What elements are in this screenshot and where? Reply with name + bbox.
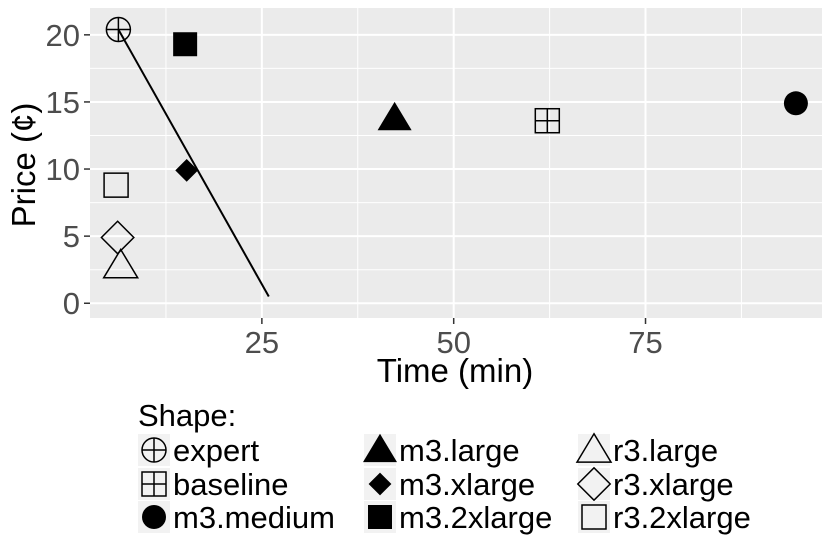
x-tick-label-25: 25: [245, 325, 279, 360]
legend-key-r3-large: [575, 432, 613, 463]
legend-key-m3-medium: [142, 505, 166, 529]
y-tick-label-15: 15: [46, 85, 80, 120]
data-points: [100, 16, 808, 279]
legend-key-r3-xlarge: [576, 466, 612, 502]
legend-key-bg: [578, 501, 610, 533]
y-tick-label-10: 10: [46, 152, 80, 187]
legend-key-r3-2xlarge: [581, 504, 607, 530]
legend-item-r3-large: r3.large: [575, 432, 718, 468]
legend-item-m3-xlarge: m3.xlarge: [364, 467, 535, 502]
legend-label: expert: [173, 433, 260, 468]
legend-label: r3.large: [613, 433, 718, 468]
legend-key-baseline: [141, 471, 167, 497]
legend-label: m3.medium: [173, 500, 335, 535]
y-tick-label-0: 0: [63, 286, 80, 321]
legend-key-m3-large: [362, 433, 398, 463]
legend-item-m3-2xlarge: m3.2xlarge: [364, 500, 552, 535]
legend-item-r3-xlarge: r3.xlarge: [576, 466, 734, 502]
x-axis-ticks: 25 50 75: [245, 318, 663, 360]
legend-key-m3-2xlarge: [368, 505, 392, 529]
trend-line: [117, 28, 270, 298]
legend-title: Shape:: [138, 398, 236, 433]
legend-item-expert: expert: [138, 433, 260, 468]
legend-key-expert: [141, 437, 167, 463]
legend-label: m3.large: [399, 433, 520, 468]
legend-key-bg: [578, 468, 610, 500]
y-tick-label-5: 5: [63, 219, 80, 254]
legend-item-m3-medium: m3.medium: [138, 500, 335, 535]
legend-item-baseline: baseline: [138, 467, 288, 502]
grid-major: [90, 8, 822, 318]
x-axis-title: Time (min): [377, 352, 533, 389]
y-axis-ticks: 0 5 10 15 20: [46, 18, 90, 321]
legend-key-m3-xlarge: [368, 472, 392, 496]
x-tick-label-50: 50: [436, 325, 470, 360]
point-r3-xlarge: [100, 220, 135, 255]
x-tick-label-75: 75: [628, 325, 662, 360]
legend-label: r3.xlarge: [613, 467, 734, 502]
legend-key-bg: [578, 434, 610, 466]
point-m3-2xlarge: [173, 32, 198, 57]
point-m3-large: [377, 101, 412, 131]
point-r3-large: [102, 248, 140, 279]
point-m3-medium: [783, 91, 808, 116]
y-axis-title: Price (¢): [5, 103, 42, 228]
legend-item-m3-large: m3.large: [362, 433, 520, 468]
y-tick-label-20: 20: [46, 18, 80, 53]
grid-minor: [90, 8, 822, 318]
trend-line-group: [117, 28, 270, 298]
point-r3-2xlarge: [103, 172, 129, 198]
legend-label: m3.xlarge: [399, 467, 535, 502]
legend-item-r3-2xlarge: r3.2xlarge: [578, 500, 751, 535]
legend-label: r3.2xlarge: [613, 500, 751, 535]
plot-panel: [90, 8, 822, 318]
legend-label: m3.2xlarge: [399, 500, 552, 535]
point-m3-xlarge: [175, 158, 199, 182]
point-baseline: [534, 107, 561, 134]
point-expert: [105, 16, 132, 43]
legend-label: baseline: [173, 467, 288, 502]
